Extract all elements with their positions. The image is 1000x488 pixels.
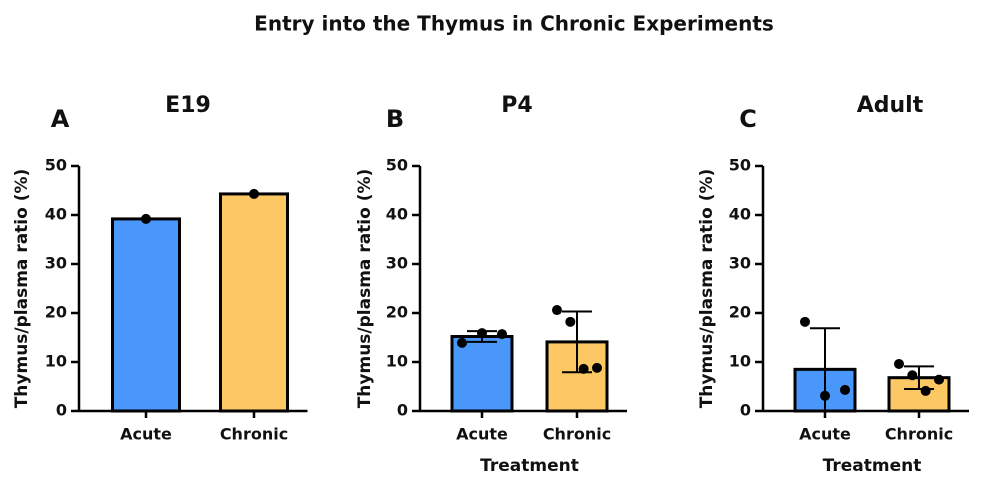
data-point [800,316,810,327]
panel-label: B [386,105,404,133]
data-point [840,384,850,395]
x-tick-label: Acute [120,425,172,444]
data-point [249,188,259,199]
y-tick-label: 20 [729,303,751,322]
data-point [457,337,467,348]
y-tick-label: 30 [45,254,67,273]
y-tick-label: 30 [386,254,408,273]
y-tick-label: 40 [729,205,751,224]
panel-label: A [51,105,70,133]
data-point [934,374,944,385]
y-tick-label: 40 [386,205,408,224]
y-tick-label: 40 [45,205,67,224]
y-tick-label: 50 [45,156,67,175]
y-axis-label: Thymus/plasma ratio (%) [12,169,32,409]
panel-title: Adult [857,93,924,118]
data-point [920,385,931,396]
data-point [894,358,904,369]
x-tick-label: Chronic [220,425,288,444]
y-tick-label: 20 [386,303,408,322]
y-tick-label: 20 [45,303,67,322]
data-point [578,363,589,374]
y-axis-label: Thymus/plasma ratio (%) [355,169,375,409]
x-tick-label: Chronic [885,425,953,444]
y-tick-label: 10 [729,352,751,371]
x-axis-label: Treatment [480,456,579,476]
bar [111,217,181,413]
data-point [477,328,487,339]
y-tick-label: 10 [45,352,67,371]
panel-title: P4 [501,93,532,118]
y-tick-label: 50 [729,156,751,175]
panel-label: C [739,105,757,133]
data-point [565,316,576,327]
x-axis-label: Treatment [823,456,922,476]
x-tick-label: Acute [456,425,508,444]
x-tick-label: Acute [799,425,851,444]
data-point [592,362,602,373]
x-tick-label: Chronic [543,425,611,444]
data-point [497,329,507,340]
y-tick-label: 30 [729,254,751,273]
data-point [141,213,151,224]
panel-title: E19 [165,93,211,118]
y-axis-label: Thymus/plasma ratio (%) [697,169,717,409]
data-point [552,305,562,316]
y-tick-label: 0 [56,401,67,420]
data-point [907,370,918,381]
data-point [820,390,830,401]
y-tick-label: 10 [386,352,408,371]
y-tick-label: 0 [397,401,408,420]
y-tick-label: 50 [386,156,408,175]
figure-title: Entry into the Thymus in Chronic Experim… [254,12,774,36]
bar [219,192,289,413]
y-tick-label: 0 [740,401,751,420]
